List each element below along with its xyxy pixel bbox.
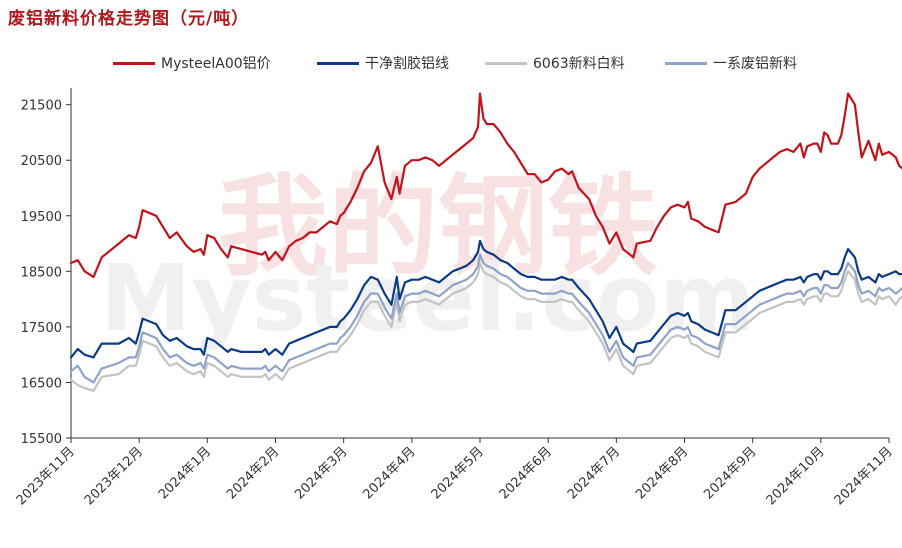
- legend-swatch: [665, 61, 707, 65]
- legend-item: 一系废铝新料: [665, 52, 797, 74]
- x-tick-label: 2024年4月: [360, 444, 418, 502]
- x-tick-label: 2024年6月: [497, 444, 555, 502]
- legend-label: MysteelA00铝价: [161, 56, 271, 72]
- legend-label: 6063新料白料: [533, 56, 625, 72]
- legend-swatch: [317, 61, 359, 65]
- x-tick-label: 2024年7月: [565, 444, 623, 502]
- x-tick-label: 2023年11月: [14, 444, 78, 508]
- x-tick-label: 2024年8月: [633, 444, 691, 502]
- series-line-0: [69, 92, 902, 278]
- series-line-1: [69, 239, 902, 359]
- series-line-3: [69, 253, 902, 384]
- x-tick-label: 2023年12月: [82, 444, 146, 508]
- x-tick-label: 2024年3月: [292, 444, 350, 502]
- x-tick-label: 2024年2月: [224, 444, 282, 502]
- y-tick-label: 21500: [21, 99, 62, 114]
- x-tick-label: 2024年11月: [832, 444, 896, 508]
- y-tick-label: 15500: [21, 432, 62, 447]
- watermark-en: Mysteel.com: [100, 245, 755, 352]
- legend-swatch: [485, 61, 527, 65]
- series-line-2: [69, 261, 902, 392]
- x-tick-label: 2024年1月: [156, 444, 214, 502]
- y-tick-label: 20500: [21, 154, 62, 169]
- legend-label: 干净割胶铝线: [365, 56, 449, 72]
- y-tick-label: 17500: [21, 321, 62, 336]
- y-tick-label: 16500: [21, 376, 62, 391]
- chart-title: 废铝新料价格走势图（元/吨）: [8, 9, 250, 29]
- y-tick-label: 18500: [21, 265, 62, 280]
- legend-item: 6063新料白料: [485, 52, 625, 74]
- x-tick-label: 2024年10月: [764, 444, 828, 508]
- chart-series: [69, 92, 902, 392]
- x-tick-label: 2024年5月: [429, 444, 487, 502]
- legend-swatch: [113, 61, 155, 65]
- legend-item: 干净割胶铝线: [317, 52, 449, 74]
- y-tick-label: 19500: [21, 210, 62, 225]
- x-tick-label: 2024年9月: [701, 444, 759, 502]
- legend-item: MysteelA00铝价: [113, 52, 271, 74]
- legend-label: 一系废铝新料: [713, 56, 797, 72]
- chart-legend: MysteelA00铝价 干净割胶铝线 6063新料白料 一系废铝新料: [0, 52, 902, 74]
- watermark-cn: 我的钢铁: [218, 163, 658, 291]
